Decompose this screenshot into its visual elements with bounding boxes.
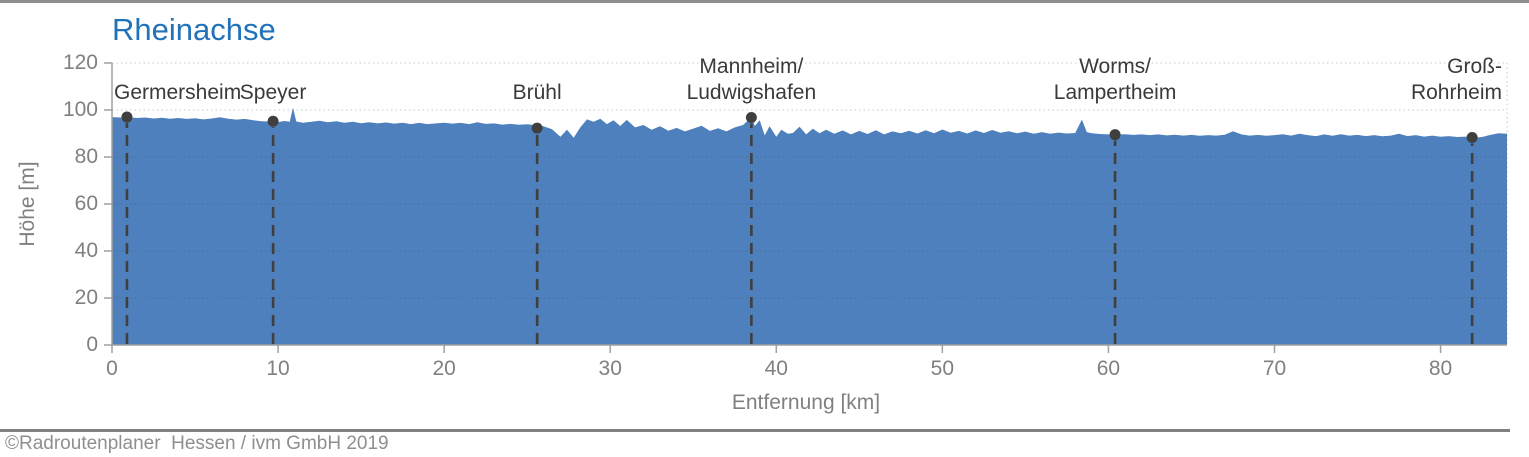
marker-dot-5 [1466,131,1478,143]
x-tick-label-60: 60 [1096,357,1121,380]
marker-label-1: Speyer [239,81,307,104]
marker-dot-0 [121,111,133,123]
x-tick-label-30: 30 [598,357,622,380]
chart-title: Rheinachse [112,12,276,47]
x-tick-label-20: 20 [432,357,456,380]
marker-dot-4 [1109,129,1121,141]
marker-dot-2 [531,122,543,134]
x-axis-title: Entfernung [km] [731,391,881,414]
marker-label-2: Brühl [512,81,562,104]
marker-dot-3 [745,112,757,124]
x-tick-label-70: 70 [1262,357,1287,380]
marker-label-0: Germersheim [114,81,242,104]
x-tick-label-0: 0 [106,357,118,380]
marker-dot-1 [267,115,279,127]
y-tick-label-20: 20 [74,286,98,309]
x-tick-label-10: 10 [266,357,290,380]
marker-label-4: Worms/ Lampertheim [1053,55,1177,104]
elevation-area-series [112,107,1507,345]
x-tick-label-50: 50 [930,357,955,380]
y-tick-label-80: 80 [74,145,98,168]
marker-label-5: Groß- Rohrheim [1410,55,1502,104]
y-tick-label-100: 100 [62,98,98,121]
y-tick-label-120: 120 [62,51,98,74]
x-tick-label-80: 80 [1428,357,1453,380]
marker-label-3: Mannheim/ Ludwigshafen [686,55,817,104]
top-border-line [0,0,1529,3]
footer-credit: ©Radroutenplaner Hessen / ivm GmbH 2019 [5,433,389,454]
y-tick-label-0: 0 [86,333,98,356]
y-tick-label-60: 60 [74,192,98,215]
footer-separator-line [0,429,1510,432]
y-tick-label-40: 40 [74,239,98,262]
x-tick-label-40: 40 [764,357,788,380]
